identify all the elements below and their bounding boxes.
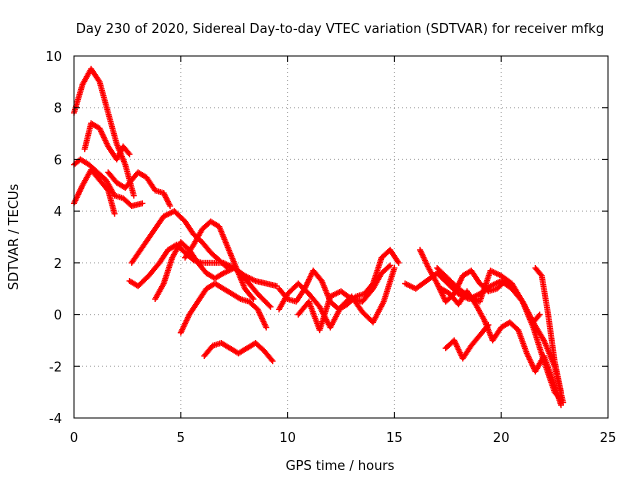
x-tick-label: 25 [600, 431, 617, 446]
data-points [71, 65, 567, 409]
data-point [558, 402, 565, 409]
y-tick-label: 2 [54, 257, 62, 272]
data-point [558, 389, 565, 396]
data-point [536, 311, 543, 318]
series-arc7 [126, 241, 280, 290]
y-tick-label: 8 [54, 102, 62, 117]
data-point [537, 271, 544, 278]
y-tick-label: 6 [54, 153, 62, 168]
series-arc6 [128, 208, 231, 272]
data-point [484, 323, 491, 330]
y-axis-label: SDTVAR / TECUs [7, 184, 22, 291]
data-point [266, 302, 273, 309]
data-point [391, 265, 398, 272]
x-axis-label: GPS time / hours [286, 459, 395, 474]
plot-frame [73, 55, 609, 419]
data-point [269, 358, 276, 365]
data-point [387, 262, 394, 269]
x-tick-label: 20 [493, 431, 510, 446]
series-arc11 [201, 340, 276, 365]
axis-ticks: 0 5 10 15 20 25 -4 -2 0 2 4 6 8 10 [45, 50, 616, 446]
series-arc18 [438, 285, 565, 409]
data-point [385, 263, 392, 270]
y-tick-label: -2 [49, 360, 62, 375]
y-tick-label: 4 [54, 205, 62, 220]
data-point [130, 192, 137, 199]
series-arc13 [276, 265, 398, 331]
data-point [139, 200, 146, 207]
y-tick-label: -4 [49, 412, 62, 427]
x-tick-label: 15 [386, 431, 403, 446]
x-tick-label: 10 [279, 431, 296, 446]
y-tick-label: 0 [54, 309, 62, 324]
data-point [267, 303, 274, 310]
data-point [126, 151, 133, 158]
chart-title: Day 230 of 2020, Sidereal Day-to-day VTE… [76, 22, 604, 37]
data-point [395, 259, 402, 266]
series-arc19 [442, 321, 492, 362]
grid [74, 56, 608, 418]
data-point [125, 149, 132, 156]
y-tick-label: 10 [45, 50, 62, 65]
data-point [167, 202, 174, 209]
data-point [347, 295, 354, 302]
series-arc20 [532, 265, 565, 396]
data-point [250, 296, 257, 303]
x-tick-label: 5 [177, 431, 185, 446]
series-arc9 [182, 218, 257, 303]
data-point [535, 312, 542, 319]
data-point [268, 356, 275, 363]
series-arc10 [177, 280, 270, 336]
data-point [249, 294, 256, 301]
series-arc4 [71, 166, 118, 217]
series-arc5 [105, 169, 174, 209]
x-tick-label: 0 [70, 431, 78, 446]
series-arc2 [81, 120, 133, 163]
data-point [485, 321, 492, 328]
data-point [263, 324, 270, 331]
series-arc14 [295, 262, 394, 334]
data-point [111, 210, 118, 217]
